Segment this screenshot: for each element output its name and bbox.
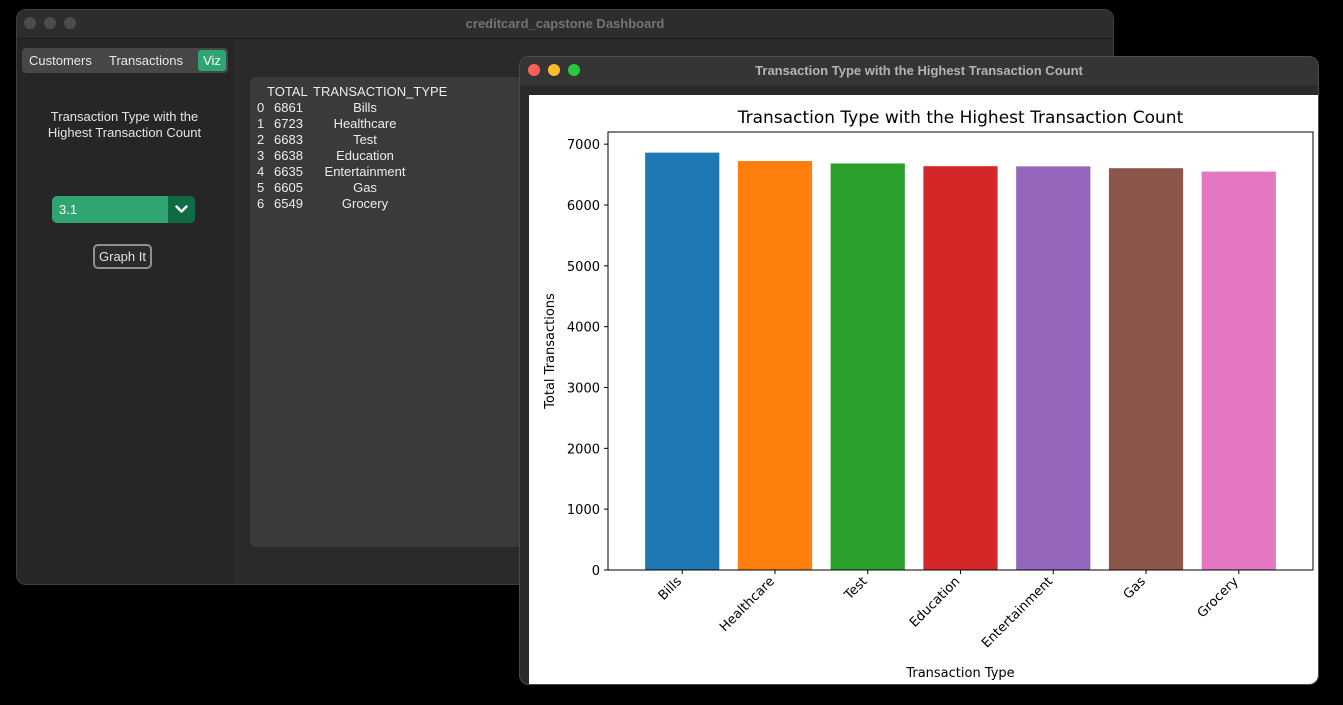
row-total: 6638 bbox=[274, 148, 303, 163]
output-textbox[interactable]: TOTAL TRANSACTION_TYPE 0 6861 Bills 1 67… bbox=[250, 77, 550, 547]
table-row: 5 6605 Gas bbox=[257, 180, 457, 196]
y-tick-label: 6000 bbox=[567, 199, 600, 214]
row-type: Healthcare bbox=[333, 116, 397, 131]
chart-canvas: Transaction Type with the Highest Transa… bbox=[529, 95, 1318, 684]
y-tick-label: 5000 bbox=[567, 260, 600, 275]
y-tick-label: 0 bbox=[592, 564, 600, 579]
row-total: 6861 bbox=[274, 100, 303, 115]
bar-gas bbox=[1108, 168, 1184, 570]
row-type: Entertainment bbox=[324, 164, 406, 179]
header-transaction-type: TRANSACTION_TYPE bbox=[313, 84, 448, 99]
row-total: 6635 bbox=[274, 164, 303, 179]
row-index: 6 bbox=[257, 196, 265, 211]
chart-titlebar: Transaction Type with the Highest Transa… bbox=[520, 57, 1318, 85]
close-window-button[interactable] bbox=[24, 17, 36, 29]
x-axis-label: Transaction Type bbox=[905, 666, 1014, 681]
x-tick-label: Education bbox=[907, 574, 963, 630]
row-total: 6723 bbox=[274, 116, 303, 131]
window-title: creditcard_capstone Dashboard bbox=[465, 16, 665, 31]
chart-title: Transaction Type with the Highest Transa… bbox=[737, 108, 1184, 128]
query-select-dropdown[interactable]: 3.1 bbox=[52, 196, 195, 223]
sidebar: Customers Transactions Viz Transaction T… bbox=[17, 39, 234, 584]
row-type: Grocery bbox=[341, 196, 389, 211]
bar-education bbox=[923, 166, 998, 570]
row-index: 5 bbox=[257, 180, 265, 195]
dropdown-selected-value: 3.1 bbox=[59, 202, 78, 217]
row-type: Gas bbox=[353, 180, 377, 195]
row-total: 6549 bbox=[274, 196, 303, 211]
x-tick-label: Test bbox=[841, 574, 870, 603]
y-tick-label: 7000 bbox=[567, 138, 600, 153]
tab-bar: Customers Transactions Viz bbox=[22, 48, 228, 73]
y-tick-label: 2000 bbox=[567, 442, 600, 457]
header-total: TOTAL bbox=[267, 84, 308, 99]
bar-bills bbox=[645, 152, 720, 570]
bar-grocery bbox=[1201, 171, 1276, 570]
row-index: 2 bbox=[257, 132, 265, 147]
x-tick-label: Bills bbox=[656, 574, 686, 604]
table-header-row: TOTAL TRANSACTION_TYPE bbox=[257, 84, 457, 100]
y-tick-label: 4000 bbox=[567, 321, 600, 336]
output-table: TOTAL TRANSACTION_TYPE 0 6861 Bills 1 67… bbox=[257, 84, 457, 212]
chart-window-title: Transaction Type with the Highest Transa… bbox=[755, 63, 1083, 78]
tab-transactions[interactable]: Transactions bbox=[109, 53, 183, 68]
table-row: 4 6635 Entertainment bbox=[257, 164, 457, 180]
table-row: 0 6861 Bills bbox=[257, 100, 457, 116]
row-total: 6605 bbox=[274, 180, 303, 195]
row-total: 6683 bbox=[274, 132, 303, 147]
graph-it-button[interactable]: Graph It bbox=[93, 244, 152, 269]
viz-heading: Transaction Type with the Highest Transa… bbox=[47, 109, 202, 140]
table-row: 6 6549 Grocery bbox=[257, 196, 457, 212]
bar-entertainment bbox=[1016, 166, 1091, 570]
table-row: 1 6723 Healthcare bbox=[257, 116, 457, 132]
row-index: 0 bbox=[257, 100, 265, 115]
x-tick-label: Gas bbox=[1121, 574, 1149, 602]
x-tick-label: Healthcare bbox=[717, 574, 778, 635]
y-tick-label: 1000 bbox=[567, 503, 600, 518]
dashboard-titlebar: creditcard_capstone Dashboard bbox=[17, 10, 1113, 39]
bar-chart: Transaction Type with the Highest Transa… bbox=[543, 108, 1314, 681]
chevron-down-icon[interactable] bbox=[168, 196, 195, 223]
zoom-window-button[interactable] bbox=[64, 17, 76, 29]
row-index: 4 bbox=[257, 164, 265, 179]
row-type: Education bbox=[336, 148, 394, 163]
minimize-window-button[interactable] bbox=[548, 64, 560, 76]
row-type: Test bbox=[353, 132, 377, 147]
tab-viz[interactable]: Viz bbox=[198, 50, 226, 71]
tab-customers[interactable]: Customers bbox=[29, 53, 92, 68]
chart-window: Transaction Type with the Highest Transa… bbox=[519, 56, 1319, 685]
y-axis-label: Total Transactions bbox=[543, 293, 558, 410]
zoom-window-button[interactable] bbox=[568, 64, 580, 76]
minimize-window-button[interactable] bbox=[44, 17, 56, 29]
x-tick-label: Entertainment bbox=[979, 574, 1056, 651]
x-tick-label: Grocery bbox=[1195, 574, 1242, 621]
row-index: 3 bbox=[257, 148, 265, 163]
row-type: Bills bbox=[353, 100, 377, 115]
bar-healthcare bbox=[737, 161, 813, 570]
table-row: 2 6683 Test bbox=[257, 132, 457, 148]
y-tick-label: 3000 bbox=[567, 382, 600, 397]
row-index: 1 bbox=[257, 116, 265, 131]
bar-test bbox=[830, 163, 905, 570]
close-window-button[interactable] bbox=[528, 64, 540, 76]
table-row: 3 6638 Education bbox=[257, 148, 457, 164]
